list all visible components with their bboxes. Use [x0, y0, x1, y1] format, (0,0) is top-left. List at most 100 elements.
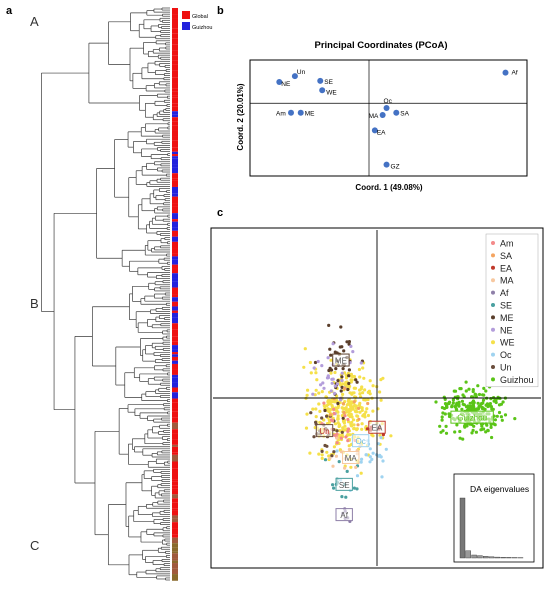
dapc-point-me	[339, 389, 343, 393]
dapc-point-se	[345, 469, 349, 473]
group-bar-segment	[172, 510, 178, 516]
dapc-point-me	[334, 367, 338, 371]
dapc-point-me	[336, 379, 340, 383]
pcoa-title: Principal Coordinates (PCoA)	[314, 40, 447, 51]
dapc-point-we	[337, 423, 341, 427]
dapc-point-ne	[321, 381, 325, 385]
dapc-point-we	[359, 471, 363, 475]
group-bar-segment	[172, 253, 178, 257]
group-bar-segment	[172, 392, 178, 399]
dapc-point-we	[361, 391, 365, 395]
dapc-point-guizhou	[481, 401, 485, 405]
group-bar-segment	[172, 44, 178, 51]
da-eigenvalues-inset: DA eigenvalues	[453, 473, 535, 563]
legend-label-se: SE	[500, 301, 512, 311]
group-bar-segment	[172, 446, 178, 453]
dapc-point-am	[346, 439, 350, 443]
dapc-point-we	[314, 371, 318, 375]
dapc-point-we	[355, 414, 359, 418]
group-label-box	[335, 477, 353, 491]
group-color-bar	[172, 8, 178, 581]
dapc-point-we	[368, 392, 372, 396]
dapc-point-we	[362, 398, 366, 402]
group-bar-segment	[172, 481, 178, 486]
group-bar-segment	[172, 167, 178, 174]
pcoa-point-label: MA	[369, 113, 379, 120]
pcoa-point-af	[502, 69, 509, 76]
dapc-point-ne	[349, 344, 353, 348]
group-bar-segment	[172, 422, 178, 430]
dapc-point-guizhou	[453, 430, 457, 434]
dapc-point-guizhou	[472, 405, 476, 409]
dapc-point-me	[355, 380, 359, 384]
group-bar-segment	[172, 114, 178, 118]
group-bar-segment	[172, 329, 178, 337]
dapc-point-me	[323, 408, 327, 413]
group-bar-segment	[172, 55, 178, 61]
pcoa-point-label: SA	[400, 111, 409, 118]
dapc-point-guizhou	[488, 402, 492, 406]
dapc-point-oc	[368, 455, 372, 459]
dapc-point-ne	[339, 398, 343, 402]
legend-marker-guizhou	[491, 377, 495, 382]
dapc-point-we	[322, 404, 326, 408]
dapc-point-me	[346, 387, 350, 392]
dapc-point-we	[308, 360, 312, 365]
group-bar-segment	[172, 568, 178, 575]
dapc-point-we	[365, 407, 369, 411]
dapc-point-we	[341, 392, 345, 396]
group-label-un: Un	[319, 427, 329, 436]
group-bar-segment	[172, 156, 178, 159]
legend-label-me: ME	[500, 313, 514, 323]
clade-label-c: C	[30, 538, 39, 553]
dapc-point-am	[339, 436, 343, 440]
group-bar-segment	[172, 221, 178, 228]
dapc-point-se	[344, 495, 348, 499]
group-bar-segment	[172, 178, 178, 181]
dapc-point-we	[314, 388, 318, 392]
legend-label-oc: Oc	[500, 350, 512, 360]
legend-label-we: WE	[500, 338, 515, 348]
dapc-point-se	[323, 458, 328, 462]
dapc-point-me	[347, 342, 351, 346]
dapc-point-me	[342, 349, 346, 353]
dapc-point-we	[320, 456, 324, 460]
dapc-point-un	[335, 429, 339, 433]
group-bar-segment	[172, 522, 178, 526]
dapc-point-me	[327, 323, 331, 327]
dapc-point-oc	[364, 453, 368, 457]
group-bar-segment	[172, 125, 178, 131]
dapc-point-we	[317, 402, 321, 406]
eigenvalue-bar	[483, 556, 489, 559]
dapc-point-we	[351, 418, 356, 422]
group-bar-segment	[172, 553, 178, 559]
dapc-point-oc	[368, 447, 372, 451]
group-bar-segment	[172, 398, 178, 403]
dapc-point-guizhou	[460, 407, 464, 411]
dapc-point-we	[354, 404, 358, 408]
group-bar-segment	[172, 461, 178, 469]
eigenvalue-bar	[471, 554, 477, 559]
group-bar-segment	[172, 306, 178, 311]
dapc-plot: ME Un Oc EA MA SE Af Guizhou	[213, 230, 541, 566]
group-bar-segment	[172, 363, 178, 370]
panel-label-b: b	[217, 5, 224, 17]
dapc-point-ne	[333, 384, 337, 388]
dapc-point-me	[329, 353, 333, 357]
dapc-point-guizhou	[443, 402, 448, 406]
dapc-point-we	[353, 386, 358, 390]
group-bar-segment	[172, 560, 178, 564]
group-bar-segment	[172, 429, 178, 434]
group-bar-segment	[172, 444, 178, 447]
dapc-point-we	[340, 433, 344, 437]
dapc-point-guizhou	[458, 429, 462, 434]
legend-marker-af	[491, 290, 495, 295]
group-bar-segment	[172, 88, 178, 92]
dapc-point-guizhou	[457, 403, 461, 407]
dapc-point-se	[337, 460, 341, 464]
dapc-point-sa	[342, 410, 346, 415]
group-bar-segment	[172, 70, 178, 78]
dapc-legend: Am SA EA MA Af SE ME NE WE Oc Un Guizhou	[485, 233, 539, 388]
dapc-point-guizhou	[481, 398, 486, 402]
dapc-point-guizhou	[490, 407, 494, 411]
